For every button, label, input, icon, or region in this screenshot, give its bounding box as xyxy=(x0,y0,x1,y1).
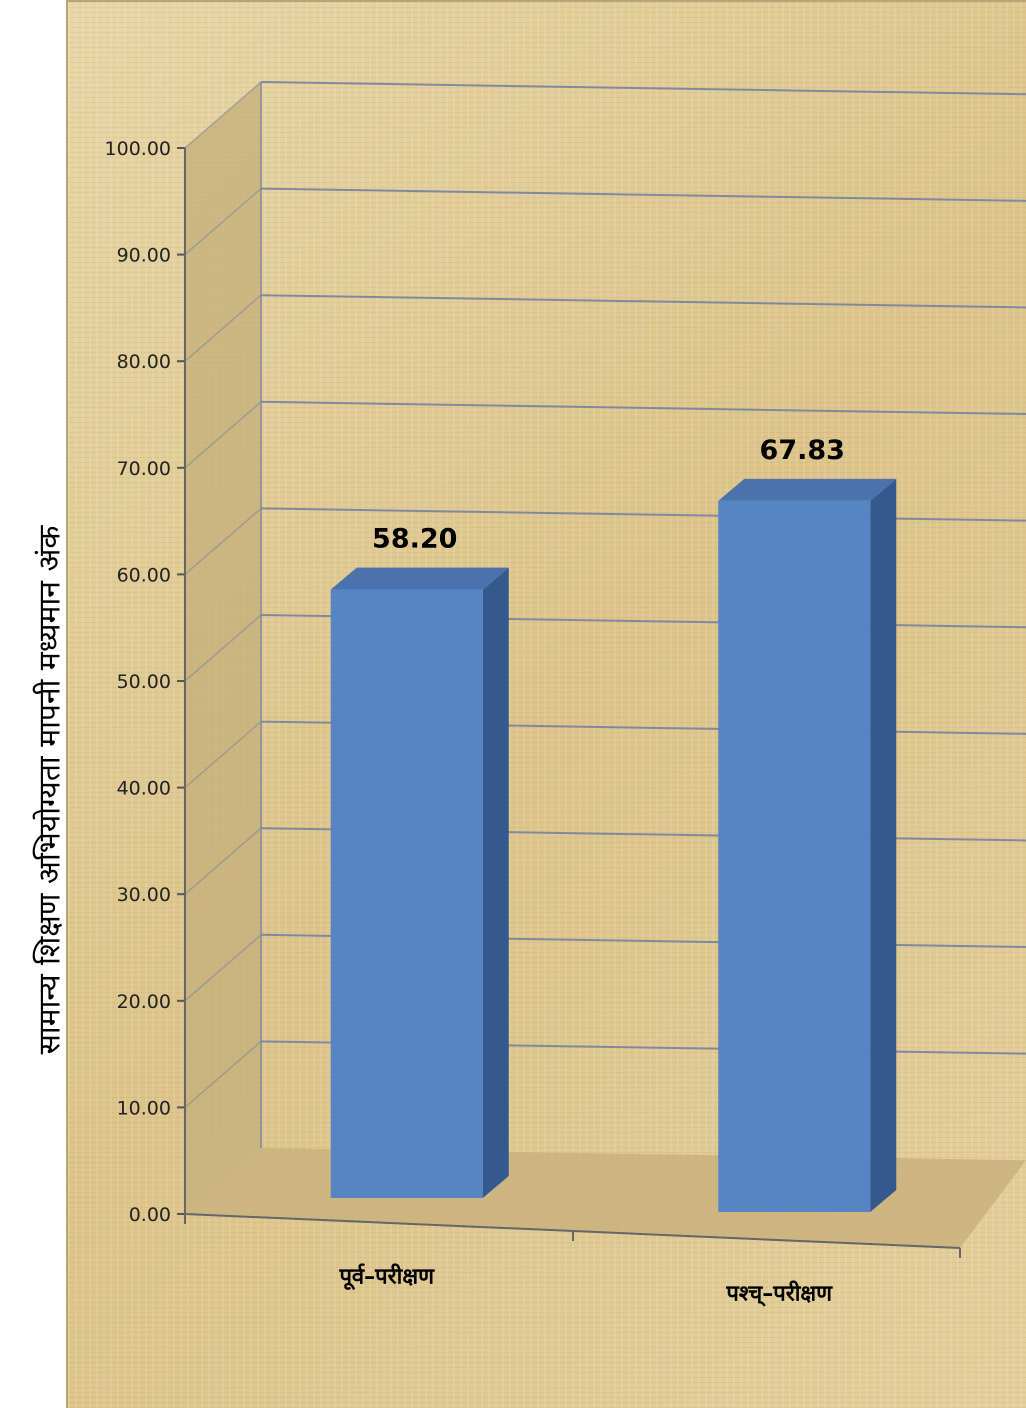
y-tick-label: 20.00 xyxy=(117,991,171,1013)
y-tick-label: 10.00 xyxy=(117,1097,171,1119)
x-axis: पूर्व–परीक्षण पश्च्–परीक्षण xyxy=(184,1213,961,1308)
y-tick-label: 100.00 xyxy=(105,138,171,160)
bars xyxy=(330,478,897,1212)
y-tick-label: 90.00 xyxy=(117,245,171,267)
y-tick-label: 0.00 xyxy=(129,1204,171,1226)
gridline-side xyxy=(184,614,262,682)
gridline-side xyxy=(184,1040,262,1108)
gridline xyxy=(260,507,1026,522)
gridline-side xyxy=(184,507,262,575)
gridline xyxy=(260,81,1026,96)
chart-walls xyxy=(185,82,1026,1248)
bar-top xyxy=(718,478,897,501)
bar-top xyxy=(330,567,509,590)
data-label-1: 58.20 xyxy=(372,524,457,555)
x-category-label-2: पश्च्–परीक्षण xyxy=(725,1280,833,1308)
gridline-side xyxy=(184,721,262,789)
gridline-side xyxy=(184,81,262,149)
gridline-side xyxy=(184,294,262,362)
bar-side xyxy=(870,478,897,1212)
bar-front xyxy=(718,500,871,1212)
gridline-side xyxy=(184,827,262,895)
y-tick-label: 60.00 xyxy=(117,564,171,586)
bar-side xyxy=(482,567,509,1198)
bar-1 xyxy=(330,567,509,1198)
gridlines xyxy=(184,81,1026,1148)
gridline-side xyxy=(184,188,262,256)
y-tick-label: 80.00 xyxy=(117,351,171,373)
bar-2 xyxy=(718,478,897,1212)
gridline xyxy=(260,400,1026,416)
y-tick-label: 70.00 xyxy=(117,458,171,480)
y-axis: 0.00 10.00 20.00 30.00 40.00 50.00 60.00 70.00 8… xyxy=(105,138,186,1226)
x-axis-line xyxy=(184,1213,961,1249)
gridline-side xyxy=(184,934,262,1002)
gridline xyxy=(260,294,1026,309)
bar-front xyxy=(330,589,483,1198)
y-tick-label: 30.00 xyxy=(117,884,171,906)
y-tick-label: 40.00 xyxy=(117,778,171,800)
data-labels: 58.20 67.83 xyxy=(372,435,845,555)
x-category-label-1: पूर्व–परीक्षण xyxy=(338,1263,435,1291)
gridline xyxy=(260,187,1026,202)
data-label-2: 67.83 xyxy=(760,435,845,466)
y-tick-label: 50.00 xyxy=(117,671,171,693)
gridline-side xyxy=(184,401,262,469)
